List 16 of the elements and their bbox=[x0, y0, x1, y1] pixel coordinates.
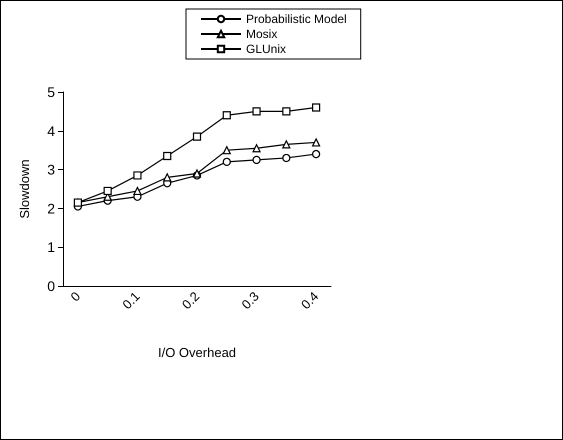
x-tick-label: 0.3 bbox=[238, 288, 262, 312]
y-tick-label: 4 bbox=[47, 122, 56, 139]
x-tick-label: 0.1 bbox=[119, 288, 143, 312]
x-axis-title: I/O Overhead bbox=[158, 345, 236, 360]
legend-label: Mosix bbox=[246, 27, 278, 41]
x-tick-label: 0.2 bbox=[178, 288, 202, 312]
y-tick-label: 5 bbox=[47, 84, 56, 100]
y-tick-label: 2 bbox=[47, 200, 56, 216]
y-tick-label: 1 bbox=[47, 239, 56, 256]
legend-label: GLUnix bbox=[246, 42, 286, 56]
x-tick-label: 0 bbox=[67, 288, 84, 304]
y-tick-label: 3 bbox=[47, 162, 56, 178]
y-tick-label: 0 bbox=[47, 278, 56, 294]
y-axis-title: Slowdown bbox=[17, 159, 32, 219]
x-tick-label: 0.4 bbox=[298, 288, 322, 312]
legend-label: Probabilistic Model bbox=[246, 12, 347, 26]
